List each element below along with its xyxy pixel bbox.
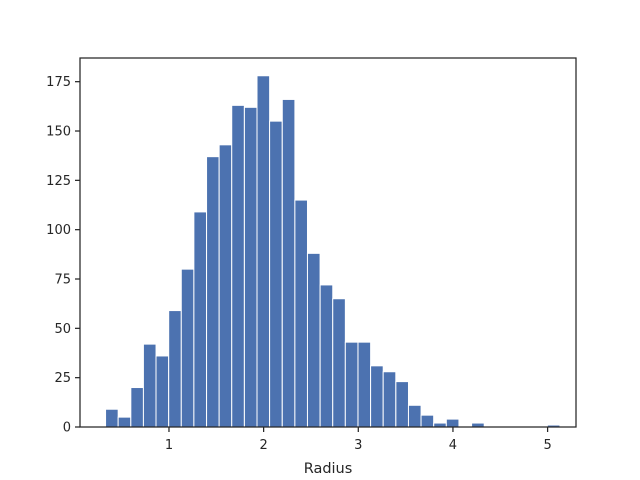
histogram-bar (420, 414, 435, 428)
histogram-bar (130, 387, 144, 428)
histogram-bar (117, 416, 132, 428)
histogram-bar (168, 310, 182, 428)
histogram-bar (180, 268, 195, 428)
axes-frame (79, 57, 577, 428)
y-axis-ticks: 0 25 50 75 100 125 150 175 (46, 75, 80, 436)
histogram-bar (193, 211, 207, 428)
histogram-bar (306, 252, 321, 428)
histogram-bar (155, 355, 170, 428)
x-tick-label: 5 (543, 438, 551, 453)
histogram-bar (256, 75, 271, 428)
y-tick-label: 75 (54, 273, 71, 288)
histogram-bar (105, 408, 119, 428)
x-tick-label: 4 (449, 438, 457, 453)
histogram-bar (319, 284, 334, 428)
histogram-bar (294, 199, 308, 428)
histogram-bar (218, 144, 233, 428)
y-tick-label: 100 (46, 223, 71, 238)
histogram-bar (206, 156, 220, 428)
y-tick-label: 0 (63, 421, 71, 436)
y-tick-label: 125 (46, 174, 71, 189)
x-axis-label: Radius (304, 461, 353, 477)
histogram-bar (382, 371, 397, 428)
x-tick-label: 3 (354, 438, 362, 453)
y-tick-label: 150 (46, 125, 71, 140)
histogram-bar (407, 404, 422, 428)
y-tick-label: 175 (46, 75, 71, 90)
histogram-bar (281, 98, 296, 428)
histogram-bar (370, 365, 384, 428)
histogram-bar (357, 341, 372, 428)
histogram-bar (332, 298, 346, 428)
x-axis-ticks: 1 2 3 4 5 (165, 427, 552, 453)
y-tick-label: 50 (54, 322, 71, 337)
histogram-bar (243, 106, 258, 428)
histogram-bar (395, 381, 409, 428)
histogram-bar (445, 418, 460, 428)
x-tick-label: 1 (165, 438, 173, 453)
histogram-bar (231, 104, 245, 428)
x-tick-label: 2 (259, 438, 267, 453)
bars-group (105, 75, 561, 428)
histogram-bar (142, 343, 157, 428)
y-tick-label: 25 (54, 371, 71, 386)
histogram-bar (344, 341, 359, 428)
histogram-bar (269, 120, 283, 428)
